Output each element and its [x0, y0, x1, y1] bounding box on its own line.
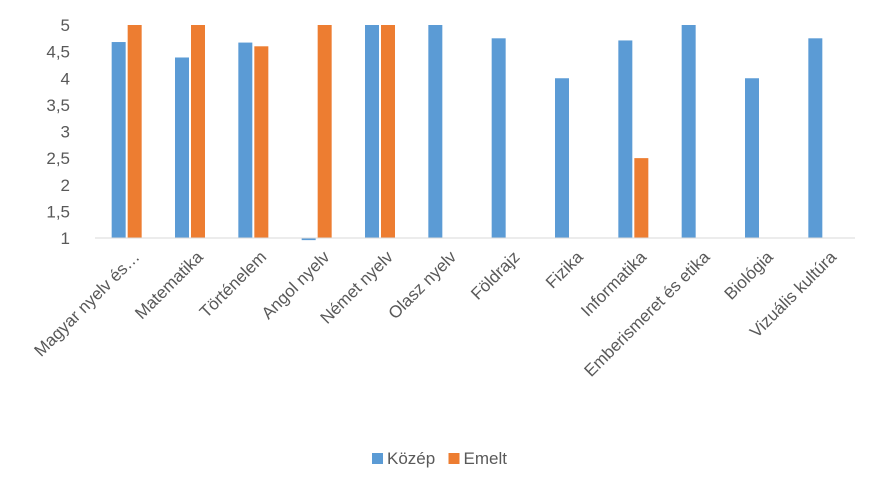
bar-kozep: [681, 25, 696, 238]
bar-kozep: [745, 78, 759, 238]
bar-kozep: [111, 42, 126, 238]
bar-kozep: [175, 57, 189, 238]
bar-emelt: [127, 25, 142, 238]
bar-emelt: [634, 158, 649, 238]
bar-emelt: [381, 25, 395, 238]
bar-kozep: [491, 38, 506, 238]
category-labels: Magyar nyelv és…MatematikaTörténelemAngo…: [31, 247, 841, 380]
y-tick-label: 1: [61, 229, 70, 248]
y-tick-label: 2: [61, 176, 70, 195]
legend-label: Közép: [387, 449, 435, 468]
x-category-label: Biológia: [721, 247, 778, 304]
x-category-label: Matematika: [131, 247, 207, 323]
bar-kozep: [238, 42, 253, 239]
legend-label: Emelt: [464, 449, 508, 468]
bar-kozep: [428, 25, 443, 238]
bar-emelt: [191, 25, 205, 238]
x-category-label: Olasz nyelv: [385, 247, 461, 323]
bar-kozep: [365, 25, 379, 238]
x-category-label: Magyar nyelv és…: [31, 247, 144, 360]
y-tick-label: 5: [61, 16, 70, 35]
legend: Közép Emelt: [372, 449, 507, 468]
y-tick-label: 2,5: [46, 149, 70, 168]
y-axis-labels: 1 1,5 2 2,5 3 3,5 4 4,5 5: [46, 16, 70, 248]
x-category-label: Fizika: [542, 247, 587, 292]
bars-group: [111, 25, 823, 241]
y-tick-label: 3: [61, 123, 70, 142]
legend-swatch: [448, 453, 460, 464]
legend-swatch: [372, 453, 383, 464]
bar-kozep: [808, 38, 823, 238]
y-tick-label: 1,5: [46, 202, 70, 221]
y-tick-label: 4: [61, 69, 70, 88]
bar-kozep: [555, 78, 569, 238]
bar-emelt: [317, 25, 332, 238]
x-category-label: Emberismeret és etika: [580, 247, 713, 380]
bar-kozep: [301, 238, 316, 241]
x-category-label: Földrajz: [467, 247, 523, 303]
bar-kozep: [618, 40, 633, 238]
y-tick-label: 3,5: [46, 96, 70, 115]
y-tick-label: 4,5: [46, 43, 70, 62]
bar-emelt: [254, 46, 269, 238]
